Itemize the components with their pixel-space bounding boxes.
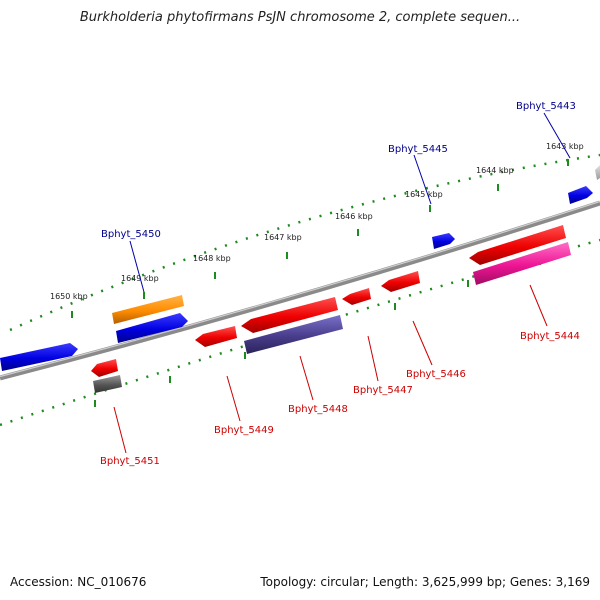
- label-bphyt-5449[interactable]: Bphyt_5449: [214, 425, 274, 436]
- gene-blue-left[interactable]: [0, 343, 78, 371]
- sequence-summary: Topology: circular; Length: 3,625,999 bp…: [260, 575, 590, 589]
- outer-tick-track: [9, 153, 600, 332]
- label-bphyt-5447[interactable]: Bphyt_5447: [353, 385, 413, 396]
- tick-label-1650: 1650 kbp: [50, 292, 88, 301]
- tick-label-1644: 1644 kbp: [476, 166, 514, 175]
- tick-label-1647: 1647 kbp: [264, 233, 302, 242]
- gene-orange[interactable]: [112, 295, 184, 324]
- label-bphyt-5445[interactable]: Bphyt_5445: [388, 144, 448, 155]
- label-leaders: [113, 112, 571, 454]
- gene-gray-5451[interactable]: [93, 375, 122, 393]
- chromosome-backbone: [0, 200, 600, 381]
- gene-red-5447[interactable]: [342, 288, 371, 305]
- gene-red-5448[interactable]: [241, 297, 338, 333]
- accession-text: Accession: NC_010676: [10, 575, 147, 589]
- gene-red-5444[interactable]: [469, 225, 566, 265]
- tick-label-1643: 1643 kbp: [546, 142, 584, 151]
- gene-pink-5444[interactable]: [473, 242, 571, 285]
- map-title: Burkholderia phytofirmans PsJN chromosom…: [79, 10, 521, 25]
- gene-silver-edge[interactable]: [595, 165, 600, 180]
- gene-red-5451[interactable]: [91, 359, 118, 377]
- gene-red-5446[interactable]: [381, 271, 420, 292]
- gene-purple-5448[interactable]: [244, 315, 343, 354]
- gene-blue-5450[interactable]: [116, 313, 188, 343]
- label-bphyt-5451[interactable]: Bphyt_5451: [100, 456, 160, 467]
- gene-blue-5445[interactable]: [432, 233, 455, 249]
- label-bphyt-5443[interactable]: Bphyt_5443: [516, 101, 576, 112]
- gene-red-5449[interactable]: [195, 326, 237, 347]
- label-bphyt-5450[interactable]: Bphyt_5450: [101, 229, 161, 240]
- tick-label-1648: 1648 kbp: [193, 254, 231, 263]
- label-bphyt-5448[interactable]: Bphyt_5448: [288, 404, 348, 415]
- label-bphyt-5446[interactable]: Bphyt_5446: [406, 369, 466, 380]
- tick-label-1646: 1646 kbp: [335, 212, 373, 221]
- label-bphyt-5444[interactable]: Bphyt_5444: [520, 331, 580, 342]
- tick-label-1645: 1645 kbp: [405, 190, 443, 199]
- major-ticks: [71, 159, 569, 407]
- gene-blue-5443[interactable]: [568, 186, 593, 204]
